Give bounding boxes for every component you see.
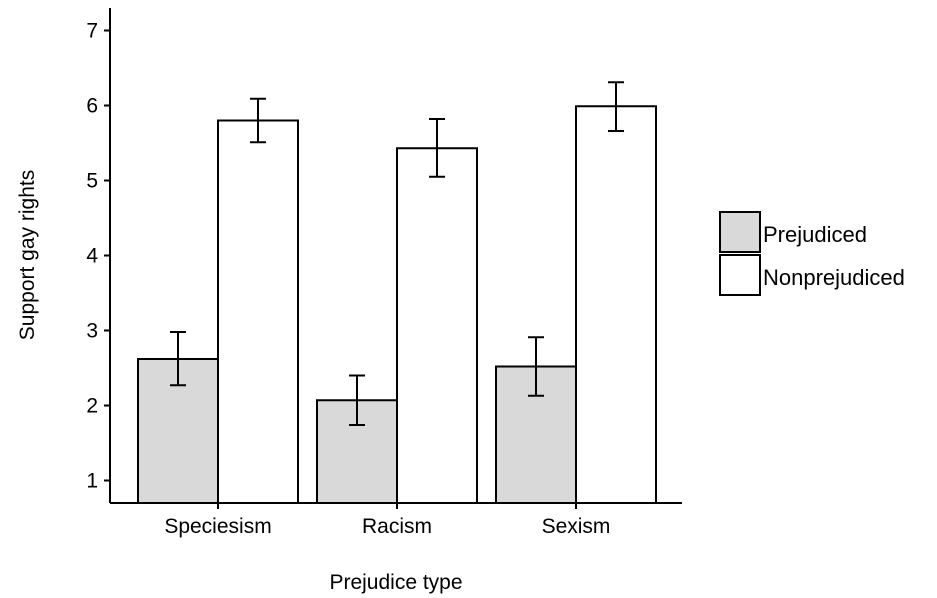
y-axis-title: Support gay rights	[16, 170, 39, 340]
bar-racism-nonprejudiced	[396, 147, 478, 504]
y-tick-label: 6	[86, 95, 98, 118]
y-tick-label: 1	[86, 470, 98, 493]
bar-speciesism-nonprejudiced	[217, 119, 299, 504]
legend: Prejudiced Nonprejudiced	[719, 211, 905, 296]
error-bar-speciesism-nonprejudiced	[250, 97, 266, 144]
legend-swatch-nonprejudiced	[719, 254, 761, 296]
x-tick-label: Sexism	[542, 515, 611, 538]
error-bar-sexism-nonprejudiced	[608, 81, 624, 132]
error-bar-sexism-prejudiced	[528, 336, 544, 397]
error-bar-racism-nonprejudiced	[429, 118, 445, 178]
error-bar-racism-prejudiced	[349, 374, 365, 426]
y-axis-ticks: 1 2 3 4 5 6 7	[86, 20, 110, 493]
x-tick-label: Speciesism	[164, 515, 271, 538]
y-tick-label: 7	[86, 20, 98, 43]
y-tick-label: 4	[86, 245, 98, 268]
bar-sexism-nonprejudiced	[575, 105, 657, 504]
y-tick-label: 2	[86, 395, 98, 418]
x-axis-ticks: Speciesism Racism Sexism	[164, 503, 610, 538]
y-tick-label: 5	[86, 170, 98, 193]
x-tick-label: Racism	[362, 515, 432, 538]
error-bar-speciesism-prejudiced	[170, 331, 186, 387]
legend-label-nonprejudiced: Nonprejudiced	[763, 265, 905, 290]
legend-label-prejudiced: Prejudiced	[763, 222, 867, 247]
legend-swatch-prejudiced	[719, 211, 761, 253]
x-axis-title: Prejudice type	[329, 571, 462, 594]
y-tick-label: 3	[86, 320, 98, 343]
plot-area	[137, 81, 657, 504]
